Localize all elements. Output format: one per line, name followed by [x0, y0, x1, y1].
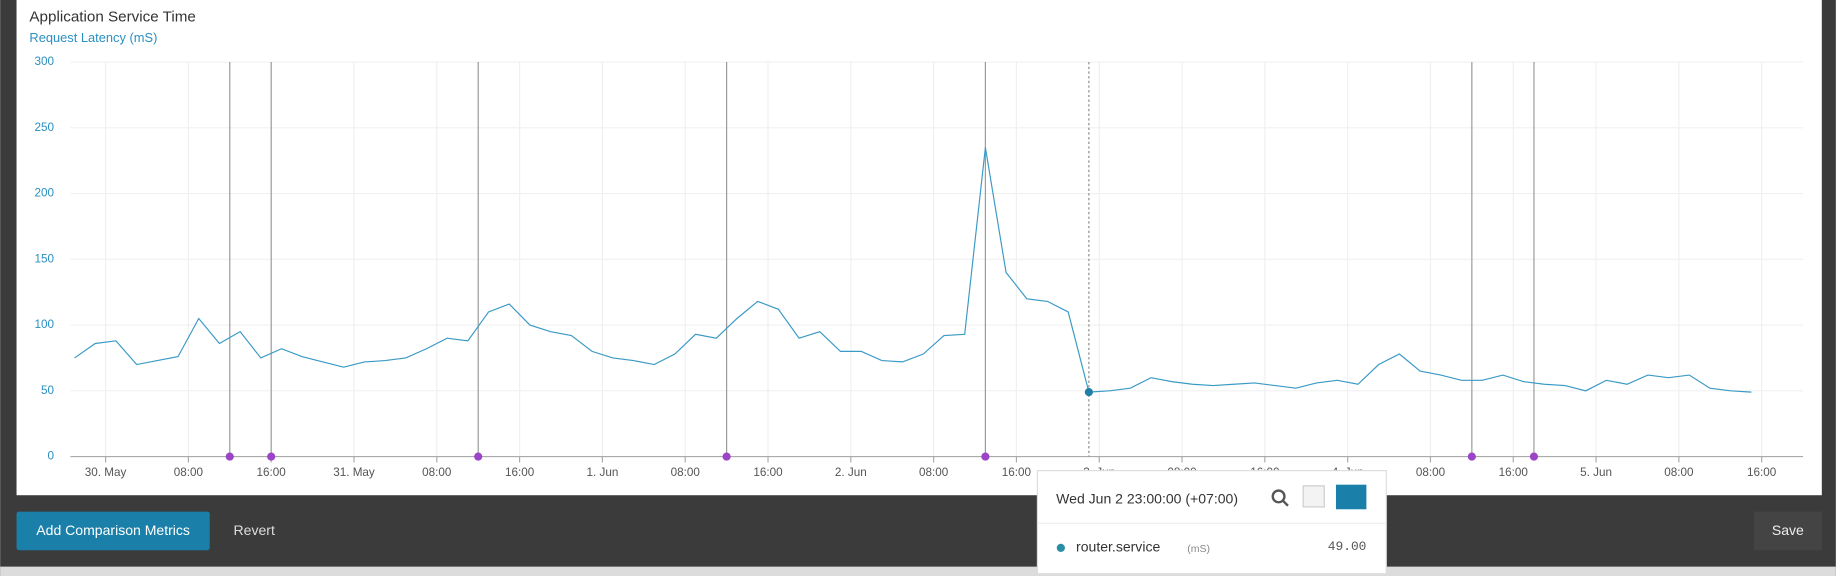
- hover-point: [1084, 388, 1093, 397]
- chart-title: Application Service Time: [29, 9, 195, 26]
- event-marker: [225, 452, 234, 461]
- y-tick-label: 100: [34, 318, 54, 331]
- event-marker: [722, 452, 731, 461]
- y-tick-label: 0: [47, 450, 54, 463]
- save-button[interactable]: [1753, 511, 1822, 551]
- sort-alpha-icon[interactable]: [1302, 485, 1325, 508]
- y-tick-label: 250: [34, 121, 54, 134]
- x-tick-label: 08:00: [671, 466, 701, 479]
- x-tick-label: 30. May: [85, 466, 127, 479]
- x-tick-label: 31. May: [333, 466, 375, 479]
- event-marker: [1529, 452, 1539, 461]
- x-tick-label: 16:00: [1499, 466, 1529, 479]
- add-metrics-button[interactable]: [16, 511, 210, 551]
- y-tick-label: 150: [34, 252, 54, 265]
- x-tick-label: 08:00: [919, 466, 949, 479]
- x-tick-label: 08:00: [1664, 466, 1694, 479]
- x-tick-label: 5. Jun: [1580, 466, 1612, 479]
- sort-value-icon[interactable]: [1335, 484, 1367, 510]
- footer-strip: [0, 566, 1836, 576]
- x-tick-label: 08:00: [1416, 466, 1446, 479]
- tooltip-series-dot: [1056, 543, 1065, 552]
- x-tick-label: 16:00: [1002, 466, 1032, 479]
- x-tick-label: 2. Jun: [835, 466, 867, 479]
- chart-panel: [16, 0, 1822, 496]
- chart-subtitle: Request Latency (mS): [29, 30, 157, 45]
- x-tick-label: 08:00: [174, 466, 204, 479]
- tooltip-box: [1036, 470, 1387, 575]
- y-tick-label: 200: [34, 187, 54, 200]
- event-marker: [267, 452, 276, 461]
- x-tick-label: 16:00: [505, 466, 535, 479]
- revert-button[interactable]: Revert: [234, 522, 275, 538]
- tooltip-value: 49.00: [1328, 539, 1367, 554]
- event-marker: [1467, 452, 1476, 461]
- search-icon-handle: [1282, 500, 1289, 507]
- tooltip-time: Wed Jun 2 23:00:00 (+07:00): [1056, 491, 1238, 507]
- y-tick-label: 50: [41, 384, 55, 397]
- x-tick-label: 16:00: [1747, 466, 1777, 479]
- y-tick-label: 300: [34, 55, 54, 68]
- tooltip-series-name: router.service: [1076, 539, 1160, 555]
- event-marker: [474, 452, 483, 461]
- save-label[interactable]: Save: [1772, 522, 1804, 538]
- event-marker: [981, 452, 990, 461]
- x-tick-label: 16:00: [257, 466, 287, 479]
- search-icon[interactable]: [1271, 489, 1286, 504]
- tooltip-unit: (mS): [1187, 543, 1210, 555]
- x-tick-label: 1. Jun: [586, 466, 618, 479]
- x-tick-label: 08:00: [422, 466, 452, 479]
- tooltip: Wed Jun 2 23:00:00 (+07:00) router.servi…: [1036, 470, 1387, 575]
- x-tick-label: 16:00: [753, 466, 783, 479]
- series-line: [74, 147, 1752, 393]
- add-metrics-label[interactable]: Add Comparison Metrics: [36, 522, 190, 538]
